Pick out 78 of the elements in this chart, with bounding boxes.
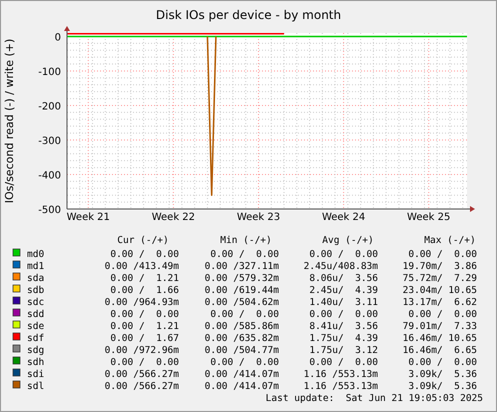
text: 3.09k/ 5.36 xyxy=(408,369,478,380)
text: 0.00 /566.27m xyxy=(104,381,180,392)
text: 75.72m/ 7.29 xyxy=(402,273,478,284)
text: 0.00 / 0.00 xyxy=(110,357,180,368)
text: 1.40u/ 3.11 xyxy=(309,297,378,308)
y-tick-label: -400 xyxy=(38,170,61,182)
text: 2.45u/ 4.39 xyxy=(309,285,378,296)
text: 0.00 / 0.00 xyxy=(309,309,378,320)
text: 1.16 /553.13m xyxy=(304,381,378,392)
text: Last update: Sat Jun 21 19:05:03 2025 xyxy=(266,393,483,404)
text: 16.46m/ 6.65 xyxy=(402,345,477,356)
text: 79.01m/ 7.33 xyxy=(402,321,477,332)
x-tick-label: Week 24 xyxy=(322,212,366,223)
text: 0.00 / 1.66 xyxy=(110,285,180,296)
legend-label: sdl xyxy=(27,381,44,392)
text: 0.00 / 0.00 xyxy=(210,309,280,320)
x-tick-label: Week 21 xyxy=(66,212,110,223)
text: 0.00 / 0.00 xyxy=(408,249,478,260)
text: 8.06u/ 3.56 xyxy=(309,273,378,284)
legend-label: md0 xyxy=(27,249,44,260)
chart-title: Disk IOs per device - by month xyxy=(156,8,342,22)
text: 19.70m/ 3.86 xyxy=(402,261,478,272)
legend-label: sdi xyxy=(27,369,44,380)
legend-label: sdb xyxy=(27,285,44,296)
y-tick-label: -100 xyxy=(38,66,61,78)
text: 0.00 / 1.21 xyxy=(110,273,180,284)
text: Avg (-/+) xyxy=(322,235,374,246)
text: 2.45u/408.83m xyxy=(304,261,378,272)
text: 0.00 / 1.67 xyxy=(110,333,179,344)
legend-label: sdg xyxy=(27,345,44,356)
text: 0.00 /635.82m xyxy=(204,333,280,344)
y-axis-title: IOs/second read (-) / write (+) xyxy=(3,38,16,204)
text: 1.16 /553.13m xyxy=(304,369,378,380)
text: 0.00 /972.96m xyxy=(104,345,180,356)
text: 23.04m/ 10.65 xyxy=(402,285,477,296)
text: 0.00 / 0.00 xyxy=(309,249,378,260)
text: 0.00 / 0.00 xyxy=(408,309,478,320)
legend-label: sda xyxy=(27,273,44,284)
text: 0.00 / 0.00 xyxy=(210,249,280,260)
y-tick-label: -500 xyxy=(38,205,61,216)
legend-label: sdd xyxy=(27,309,44,320)
text: Min (-/+) xyxy=(220,235,272,246)
text: 16.46m/ 10.65 xyxy=(402,333,477,344)
text: 1.75u/ 4.39 xyxy=(309,333,378,344)
text: 8.41u/ 3.56 xyxy=(309,321,378,332)
legend-label: sdh xyxy=(27,357,44,368)
legend-label: sdc xyxy=(27,297,44,308)
text: 0.00 /579.32m xyxy=(204,273,280,284)
legend-label: sde xyxy=(27,321,44,332)
text: 0.00 /566.27m xyxy=(104,369,180,380)
text: 0.00 /504.62m xyxy=(204,297,280,308)
text: 0.00 /585.86m xyxy=(204,321,280,332)
text: Cur (-/+) xyxy=(117,235,169,246)
y-tick-label: -200 xyxy=(38,101,61,112)
text: 0.00 /327.11m xyxy=(204,261,280,272)
x-tick-label: Week 23 xyxy=(236,212,280,223)
text: 13.17m/ 6.62 xyxy=(402,297,477,308)
text: Max (-/+) xyxy=(424,235,476,246)
text: 0.00 / 0.00 xyxy=(110,249,180,260)
text: 0.00 /414.07m xyxy=(204,369,280,380)
text: 0.00 /964.93m xyxy=(104,297,180,308)
legend-label: md1 xyxy=(27,261,44,272)
y-tick-label: -300 xyxy=(38,136,61,147)
legend-label: sdf xyxy=(27,333,44,344)
y-tick-label: 0 xyxy=(54,32,61,44)
text: 0.00 / 0.00 xyxy=(110,309,180,320)
text: 0.00 /414.07m xyxy=(204,381,280,392)
text: 0.00 / 1.21 xyxy=(110,321,180,332)
text: 0.00 / 0.00 xyxy=(309,357,378,368)
text: 1.75u/ 3.12 xyxy=(309,345,378,356)
text: 0.00 /413.49m xyxy=(104,261,180,272)
x-tick-label: Week 22 xyxy=(152,212,196,223)
text: 3.09k/ 5.36 xyxy=(408,381,478,392)
text: 0.00 / 0.00 xyxy=(210,357,280,368)
text: 0.00 / 0.00 xyxy=(408,357,478,368)
x-tick-label: Week 25 xyxy=(407,212,450,223)
text: 0.00 /619.44m xyxy=(204,285,280,296)
text: 0.00 /504.77m xyxy=(204,345,280,356)
